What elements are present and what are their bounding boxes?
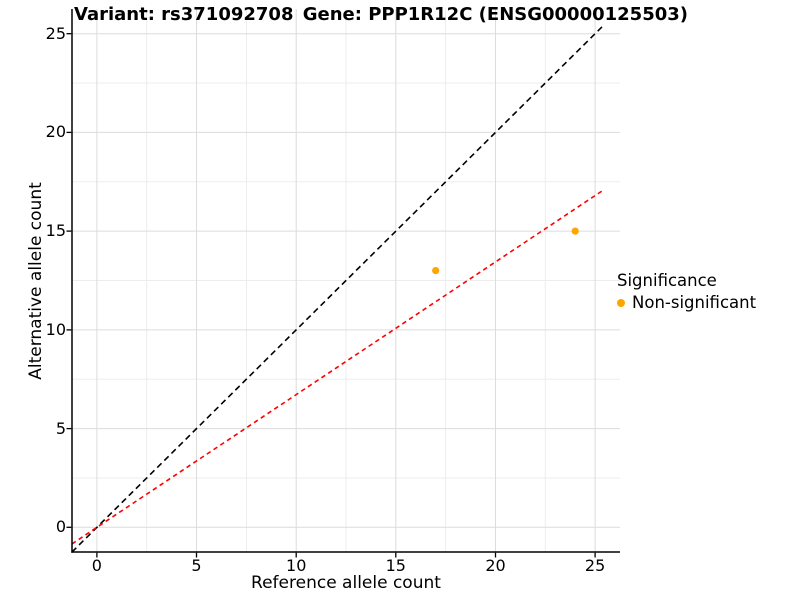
- legend-entry-non-significant: Non-significant: [617, 293, 756, 313]
- y-tick-label: 25: [45, 23, 66, 43]
- identity-line: [71, 25, 604, 553]
- y-tick-label: 10: [45, 319, 66, 339]
- y-tick-label: 20: [45, 122, 66, 142]
- x-tick-label: 10: [286, 556, 307, 575]
- legend: Significance Non-significant: [617, 271, 756, 313]
- plot-title-variant: Variant: rs371092708: [74, 4, 294, 25]
- x-tick-label: 0: [91, 556, 102, 575]
- y-tick-label: 15: [45, 221, 66, 241]
- y-axis-label: Alternative allele count: [26, 182, 46, 380]
- fit-line: [71, 188, 605, 545]
- x-tick-label: 20: [485, 556, 506, 575]
- legend-title: Significance: [617, 271, 717, 290]
- legend-entry-label: Non-significant: [632, 293, 757, 312]
- x-tick-label: 15: [385, 556, 406, 575]
- data-point: [571, 227, 579, 235]
- legend-marker-icon: [617, 299, 625, 307]
- x-tick-label: 25: [584, 556, 606, 575]
- x-tick-label: 5: [191, 556, 202, 575]
- y-tick-label: 0: [55, 517, 66, 537]
- y-tick-label: 5: [55, 418, 66, 438]
- x-axis-label: Reference allele count: [251, 573, 441, 593]
- plot-title-gene: Gene: PPP1R12C (ENSG00000125503): [302, 4, 688, 25]
- data-point: [432, 267, 440, 275]
